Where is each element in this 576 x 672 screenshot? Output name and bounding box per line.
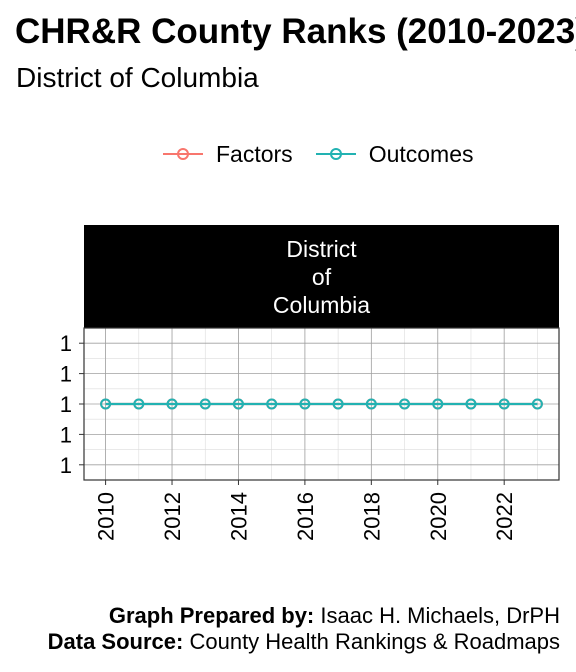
data-point-outcomes [199, 398, 211, 410]
caption-source: Data Source: County Health Rankings & Ro… [48, 630, 560, 654]
y-tick-label: 1 [60, 392, 72, 417]
caption-source-label: Data Source: [47, 629, 184, 654]
data-point-outcomes [266, 398, 278, 410]
data-point-outcomes [232, 398, 244, 410]
legend-item-outcomes: Outcomes [313, 138, 474, 170]
data-point-outcomes [332, 398, 344, 410]
data-point-outcomes [432, 398, 444, 410]
data-point-outcomes [100, 398, 112, 410]
y-tick-label: 1 [60, 362, 72, 387]
legend-key-factors [163, 148, 203, 160]
x-tick-label: 2010 [94, 492, 119, 541]
facet-strip-label: District of Columbia [272, 236, 371, 318]
data-point-outcomes [531, 398, 543, 410]
caption-prepared-value: Isaac H. Michaels, DrPH [320, 603, 560, 628]
x-tick-label: 2020 [426, 492, 451, 541]
chart-title: CHR&R County Ranks (2010-2023) [15, 12, 576, 51]
y-tick-label: 1 [60, 453, 72, 478]
x-tick-label: 2018 [359, 492, 384, 541]
caption-source-value: County Health Rankings & Roadmaps [189, 629, 560, 654]
legend-item-factors: Factors [160, 138, 293, 170]
legend-key-outcomes [315, 148, 356, 160]
data-point-outcomes [166, 398, 178, 410]
data-point-outcomes [133, 398, 145, 410]
data-point-outcomes [365, 398, 377, 410]
data-point-outcomes [299, 398, 311, 410]
data-point-outcomes [498, 398, 510, 410]
data-point-outcomes [465, 398, 477, 410]
y-tick-label: 1 [60, 331, 72, 356]
chart-legend: Factors Outcomes [160, 138, 494, 170]
x-tick-label: 2014 [226, 492, 251, 541]
chart-subtitle: District of Columbia [16, 62, 259, 93]
caption-prepared-label: Graph Prepared by: [108, 603, 315, 628]
x-tick-label: 2012 [160, 492, 185, 541]
legend-label-outcomes: Outcomes [368, 140, 474, 167]
y-tick-label: 1 [60, 422, 72, 447]
legend-label-factors: Factors [216, 140, 293, 167]
data-point-outcomes [399, 398, 411, 410]
x-tick-label: 2022 [492, 492, 517, 541]
caption-prepared: Graph Prepared by: Isaac H. Michaels, Dr… [109, 604, 560, 628]
facet-strip: District of Columbia [84, 225, 559, 328]
x-tick-label: 2016 [293, 492, 318, 541]
